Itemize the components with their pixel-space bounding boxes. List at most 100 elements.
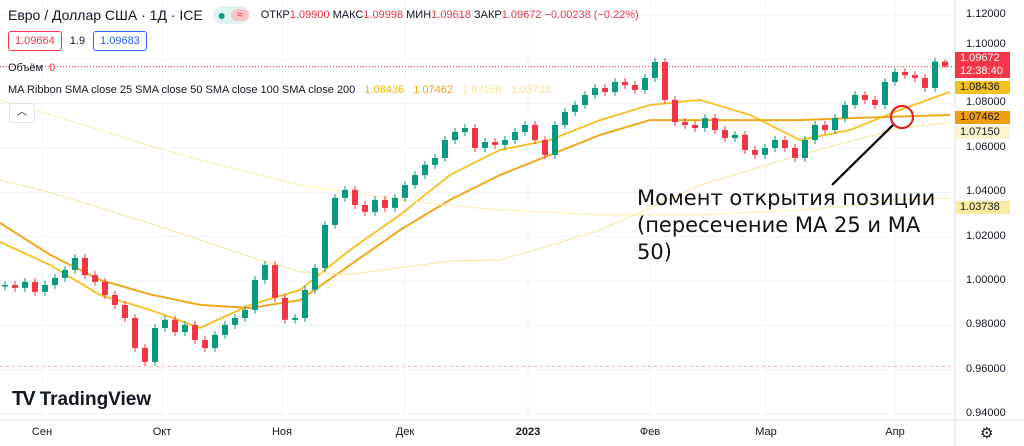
candle: [542, 136, 548, 159]
candle-body: [312, 267, 318, 290]
candle: [112, 290, 118, 309]
candle-body: [732, 134, 738, 139]
candle-body: [482, 142, 488, 148]
candle: [432, 153, 438, 169]
candle-body: [522, 124, 528, 133]
candle-body: [612, 81, 618, 92]
status-pill[interactable]: ● ≈: [212, 6, 249, 24]
candle: [362, 200, 368, 216]
ma-ribbon-legend[interactable]: MA Ribbon SMA close 25 SMA close 50 SMA …: [8, 84, 551, 96]
candle-body: [382, 199, 388, 208]
candle: [402, 181, 408, 202]
candle-body: [532, 124, 538, 141]
candle-body: [902, 71, 908, 76]
candle: [352, 185, 358, 209]
candle: [212, 330, 218, 352]
candle: [732, 130, 738, 143]
y-tick: 1.08000: [966, 96, 1006, 108]
candle-body: [642, 77, 648, 90]
candle-body: [692, 124, 698, 129]
candle: [762, 144, 768, 159]
candle-body: [742, 134, 748, 150]
candle: [392, 193, 398, 212]
candle-body: [152, 327, 158, 362]
candle: [182, 320, 188, 336]
candles: [2, 57, 948, 366]
candle-body: [262, 265, 268, 280]
candle-body: [342, 189, 348, 198]
candle: [852, 91, 858, 109]
candle-body: [362, 204, 368, 212]
candle-body: [842, 104, 848, 119]
symbol-title[interactable]: Евро / Доллар США · 1Д · ICE: [8, 7, 203, 23]
candle: [612, 77, 618, 96]
settings-gear-icon[interactable]: ⚙: [980, 425, 994, 442]
candle: [652, 58, 658, 82]
candle-body: [502, 140, 508, 145]
ma-line-3: [0, 121, 951, 276]
tradingview-logo[interactable]: TV TradingView: [12, 388, 152, 410]
candle-body: [832, 118, 838, 131]
candle-body: [462, 128, 468, 133]
candle: [52, 273, 58, 289]
candle: [572, 101, 578, 116]
candle: [632, 81, 638, 94]
candle-body: [32, 281, 38, 292]
candle: [592, 83, 598, 100]
candle-body: [492, 142, 498, 145]
candle-body: [512, 132, 518, 141]
volume-legend[interactable]: Объём 0: [8, 62, 56, 74]
candle-body: [542, 140, 548, 155]
chevron-up-icon[interactable]: ︿: [9, 103, 35, 123]
candle-body: [12, 284, 18, 288]
candle-body: [352, 189, 358, 205]
candle: [472, 124, 478, 152]
candle-body: [422, 164, 428, 176]
candle-body: [22, 281, 28, 288]
candle-body: [182, 324, 188, 332]
candle-body: [412, 175, 418, 186]
candle: [582, 91, 588, 109]
candle: [892, 67, 898, 86]
x-tick: Ноя: [271, 426, 293, 438]
candle: [312, 263, 318, 294]
candle-body: [212, 334, 218, 348]
candle-body: [652, 61, 658, 78]
candle: [792, 144, 798, 162]
candle-body: [802, 140, 808, 158]
candle-body: [882, 81, 888, 105]
candle: [262, 261, 268, 284]
x-tick: Окт: [152, 426, 172, 438]
candle: [712, 114, 718, 135]
sell-button[interactable]: 1.09664: [8, 31, 62, 51]
ohlc-values: ОТКР1.09900 МАКС1.09998 МИН1.09618 ЗАКР1…: [260, 9, 639, 21]
candle: [142, 343, 148, 366]
candle-body: [632, 85, 638, 90]
candle: [522, 120, 528, 137]
candle: [102, 277, 108, 299]
candle: [82, 253, 88, 280]
candle: [812, 120, 818, 145]
y-tick: 1.02000: [966, 229, 1006, 242]
candle-body: [782, 140, 788, 148]
candle-body: [82, 257, 88, 276]
buy-button[interactable]: 1.09683: [93, 31, 147, 51]
annotation-arrow: [831, 124, 894, 186]
candle-body: [192, 324, 198, 340]
candle-body: [392, 197, 398, 208]
candle: [92, 271, 98, 286]
candle: [372, 195, 378, 216]
candle: [752, 146, 758, 159]
candle: [172, 315, 178, 336]
candle-body: [682, 122, 688, 125]
candle-body: [772, 140, 778, 148]
x-tick: 2023: [515, 426, 541, 438]
y-tick: 1.06000: [966, 141, 1006, 153]
candle-body: [282, 297, 288, 320]
y-tick: 1.04000: [966, 185, 1006, 198]
tv-logo-icon: TV: [12, 388, 36, 410]
candle: [42, 281, 48, 296]
x-tick: Сен: [31, 426, 53, 438]
